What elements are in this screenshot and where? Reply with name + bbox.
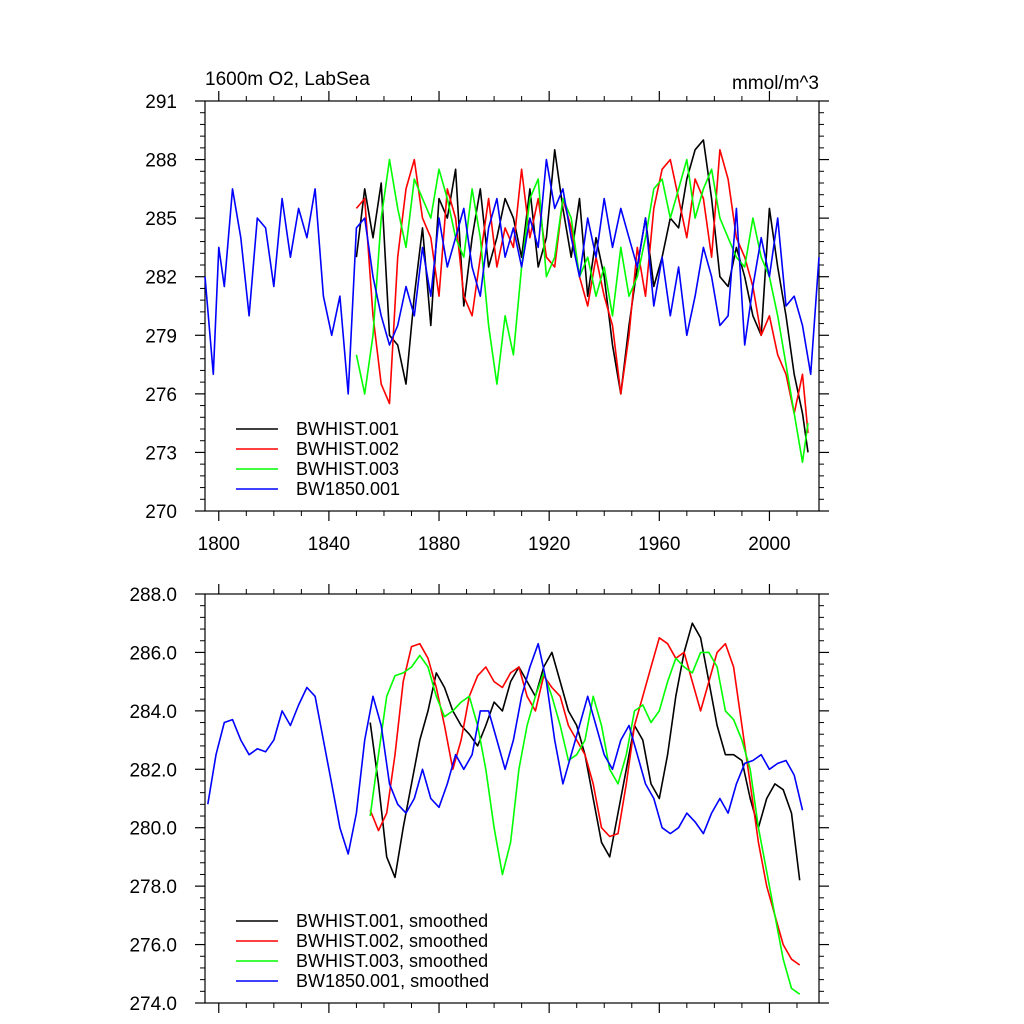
bottom-panel: 274.0 276.0 278.0 280.0 282.0 284.0 286.0 288.0… <box>129 584 829 1015</box>
y-tick-label: 288 <box>145 151 177 172</box>
y-tick-label: 288.0 <box>129 585 177 606</box>
x-tick-label: 1960 <box>638 534 680 555</box>
plot-frame <box>204 593 820 1004</box>
series-line-bw1850-001-smoothed <box>207 642 804 855</box>
y-tick-label: 291 <box>145 92 177 113</box>
x-tick-label: 1880 <box>418 534 460 555</box>
y-tick-label: 282.0 <box>129 760 177 781</box>
series-line-bwhist-003-smoothed <box>369 651 801 995</box>
top-panel: 1800 1840 1880 1920 1960 2000 270 273 276 279 282 2… <box>145 69 829 555</box>
y-tick-label: 276 <box>145 385 177 406</box>
y-tick-label: 276.0 <box>129 936 177 957</box>
y-tick-label: 284.0 <box>129 702 177 723</box>
series-line-bwhist-001 <box>355 139 809 453</box>
series-line-bwhist-002 <box>355 149 809 433</box>
chart-title: 1600m O2, LabSea <box>205 69 370 90</box>
legend-label: BW1850.001, smoothed <box>296 971 489 991</box>
series-line-bwhist-003 <box>355 158 809 464</box>
y-tick-label: 270 <box>145 502 177 523</box>
y-tick-label: 273 <box>145 443 177 464</box>
x-tick-label: 1840 <box>308 534 350 555</box>
y-tick-label: 286.0 <box>129 643 177 664</box>
series-line-bwhist-001-smoothed <box>369 622 801 881</box>
x-tick-label: 1920 <box>528 534 570 555</box>
legend-label: BWHIST.002, smoothed <box>296 931 488 951</box>
legend-label: BWHIST.003 <box>296 459 399 479</box>
y-tick-label: 278.0 <box>129 877 177 898</box>
legend-label: BWHIST.001, smoothed <box>296 911 488 931</box>
legend-label: BWHIST.003, smoothed <box>296 951 488 971</box>
x-tick-label: 1800 <box>198 534 240 555</box>
y-tick-label: 279 <box>145 326 177 347</box>
plot-frame <box>204 100 820 512</box>
y-tick-label: 285 <box>145 209 177 230</box>
legend-label: BW1850.001 <box>296 479 400 499</box>
series-line-bw1850-001 <box>204 158 820 395</box>
x-tick-label: 2000 <box>748 534 790 555</box>
legend-label: BWHIST.001 <box>296 419 399 439</box>
units-label: mmol/m^3 <box>732 73 819 94</box>
legend-label: BWHIST.002 <box>296 439 399 459</box>
y-tick-label: 280.0 <box>129 819 177 840</box>
y-tick-label: 274.0 <box>129 994 177 1015</box>
y-tick-label: 282 <box>145 268 177 289</box>
series-line-bwhist-002-smoothed <box>369 636 801 966</box>
